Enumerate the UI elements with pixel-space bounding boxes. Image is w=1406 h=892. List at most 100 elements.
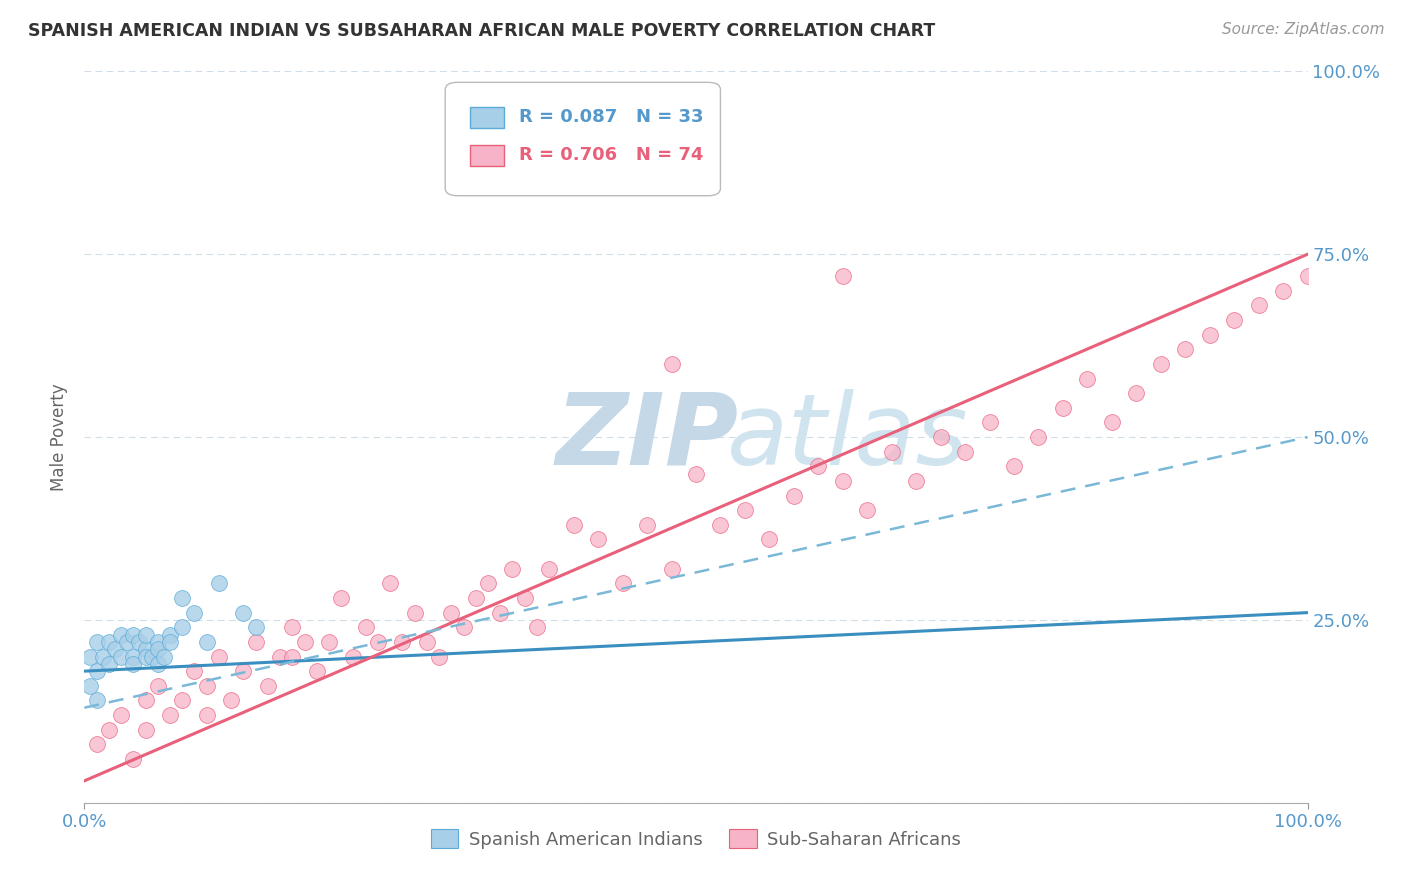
Point (562, 517, 585, 532)
Text: atlas: atlas (727, 389, 969, 485)
Point (453, 620, 475, 634)
Point (110, 649, 132, 664)
Text: SPANISH AMERICAN INDIAN VS SUBSAHARAN AFRICAN MALE POVERTY CORRELATION CHART: SPANISH AMERICAN INDIAN VS SUBSAHARAN AF… (28, 22, 935, 40)
Point (257, 679, 280, 693)
Point (183, 664, 205, 678)
Point (318, 635, 340, 649)
Point (305, 664, 328, 678)
Point (195, 679, 218, 693)
Point (489, 606, 512, 620)
Point (783, 489, 806, 503)
Point (122, 752, 145, 766)
Point (1247, 298, 1270, 312)
Point (685, 467, 707, 481)
Point (86, 664, 108, 678)
Point (502, 562, 524, 576)
Point (110, 627, 132, 641)
Text: Source: ZipAtlas.com: Source: ZipAtlas.com (1222, 22, 1385, 37)
Point (146, 642, 169, 657)
Point (269, 649, 291, 664)
Point (758, 533, 780, 547)
Point (636, 517, 658, 532)
Point (141, 649, 163, 664)
Point (172, 591, 194, 605)
Point (183, 606, 205, 620)
Legend: Spanish American Indians, Sub-Saharan Africans: Spanish American Indians, Sub-Saharan Af… (423, 822, 969, 856)
Point (330, 591, 353, 605)
Point (416, 635, 439, 649)
Point (91, 649, 114, 664)
Point (104, 642, 127, 657)
Point (1174, 343, 1197, 357)
Point (391, 635, 413, 649)
Point (404, 606, 426, 620)
Point (1223, 313, 1246, 327)
Point (232, 606, 254, 620)
Point (1198, 327, 1220, 342)
Point (172, 693, 194, 707)
Point (1296, 269, 1319, 284)
Point (477, 576, 499, 591)
Point (86, 737, 108, 751)
Point (135, 693, 157, 707)
Point (135, 642, 157, 657)
Point (232, 664, 254, 678)
Point (97, 657, 120, 671)
Point (159, 635, 181, 649)
Point (440, 606, 463, 620)
Point (97, 635, 120, 649)
Point (464, 591, 486, 605)
Point (538, 562, 561, 576)
Point (880, 444, 903, 458)
Text: R = 0.706   N = 74: R = 0.706 N = 74 (519, 146, 703, 164)
Text: ZIP: ZIP (555, 389, 738, 485)
Point (219, 693, 242, 707)
Point (97, 723, 120, 737)
Point (281, 649, 304, 664)
Point (135, 627, 157, 641)
Point (135, 649, 157, 664)
Point (734, 503, 756, 517)
Point (513, 591, 536, 605)
Point (380, 576, 402, 591)
Point (526, 620, 548, 634)
Point (153, 649, 176, 664)
Point (195, 635, 218, 649)
Point (146, 635, 169, 649)
Point (367, 635, 389, 649)
Point (245, 620, 267, 634)
Point (831, 474, 853, 488)
Point (245, 635, 267, 649)
Point (1125, 386, 1147, 401)
Point (929, 430, 952, 444)
Point (1272, 284, 1295, 298)
FancyBboxPatch shape (470, 145, 503, 166)
Point (856, 503, 879, 517)
Text: R = 0.087   N = 33: R = 0.087 N = 33 (519, 109, 703, 127)
Point (122, 657, 145, 671)
Point (661, 357, 683, 371)
Point (86, 693, 108, 707)
Point (427, 649, 450, 664)
Point (354, 620, 377, 634)
Point (135, 723, 157, 737)
Y-axis label: Male Poverty: Male Poverty (51, 384, 69, 491)
Point (146, 679, 169, 693)
Point (1076, 371, 1098, 385)
Point (342, 649, 364, 664)
Point (953, 444, 976, 458)
Point (979, 416, 1001, 430)
Point (208, 649, 231, 664)
Point (159, 627, 181, 641)
Point (172, 620, 194, 634)
FancyBboxPatch shape (470, 107, 503, 128)
Point (1052, 401, 1074, 415)
Point (110, 708, 132, 723)
FancyBboxPatch shape (446, 82, 720, 195)
Point (122, 627, 145, 641)
Point (905, 474, 928, 488)
Point (807, 459, 830, 474)
Point (1028, 430, 1050, 444)
Point (1150, 357, 1173, 371)
Point (195, 708, 218, 723)
